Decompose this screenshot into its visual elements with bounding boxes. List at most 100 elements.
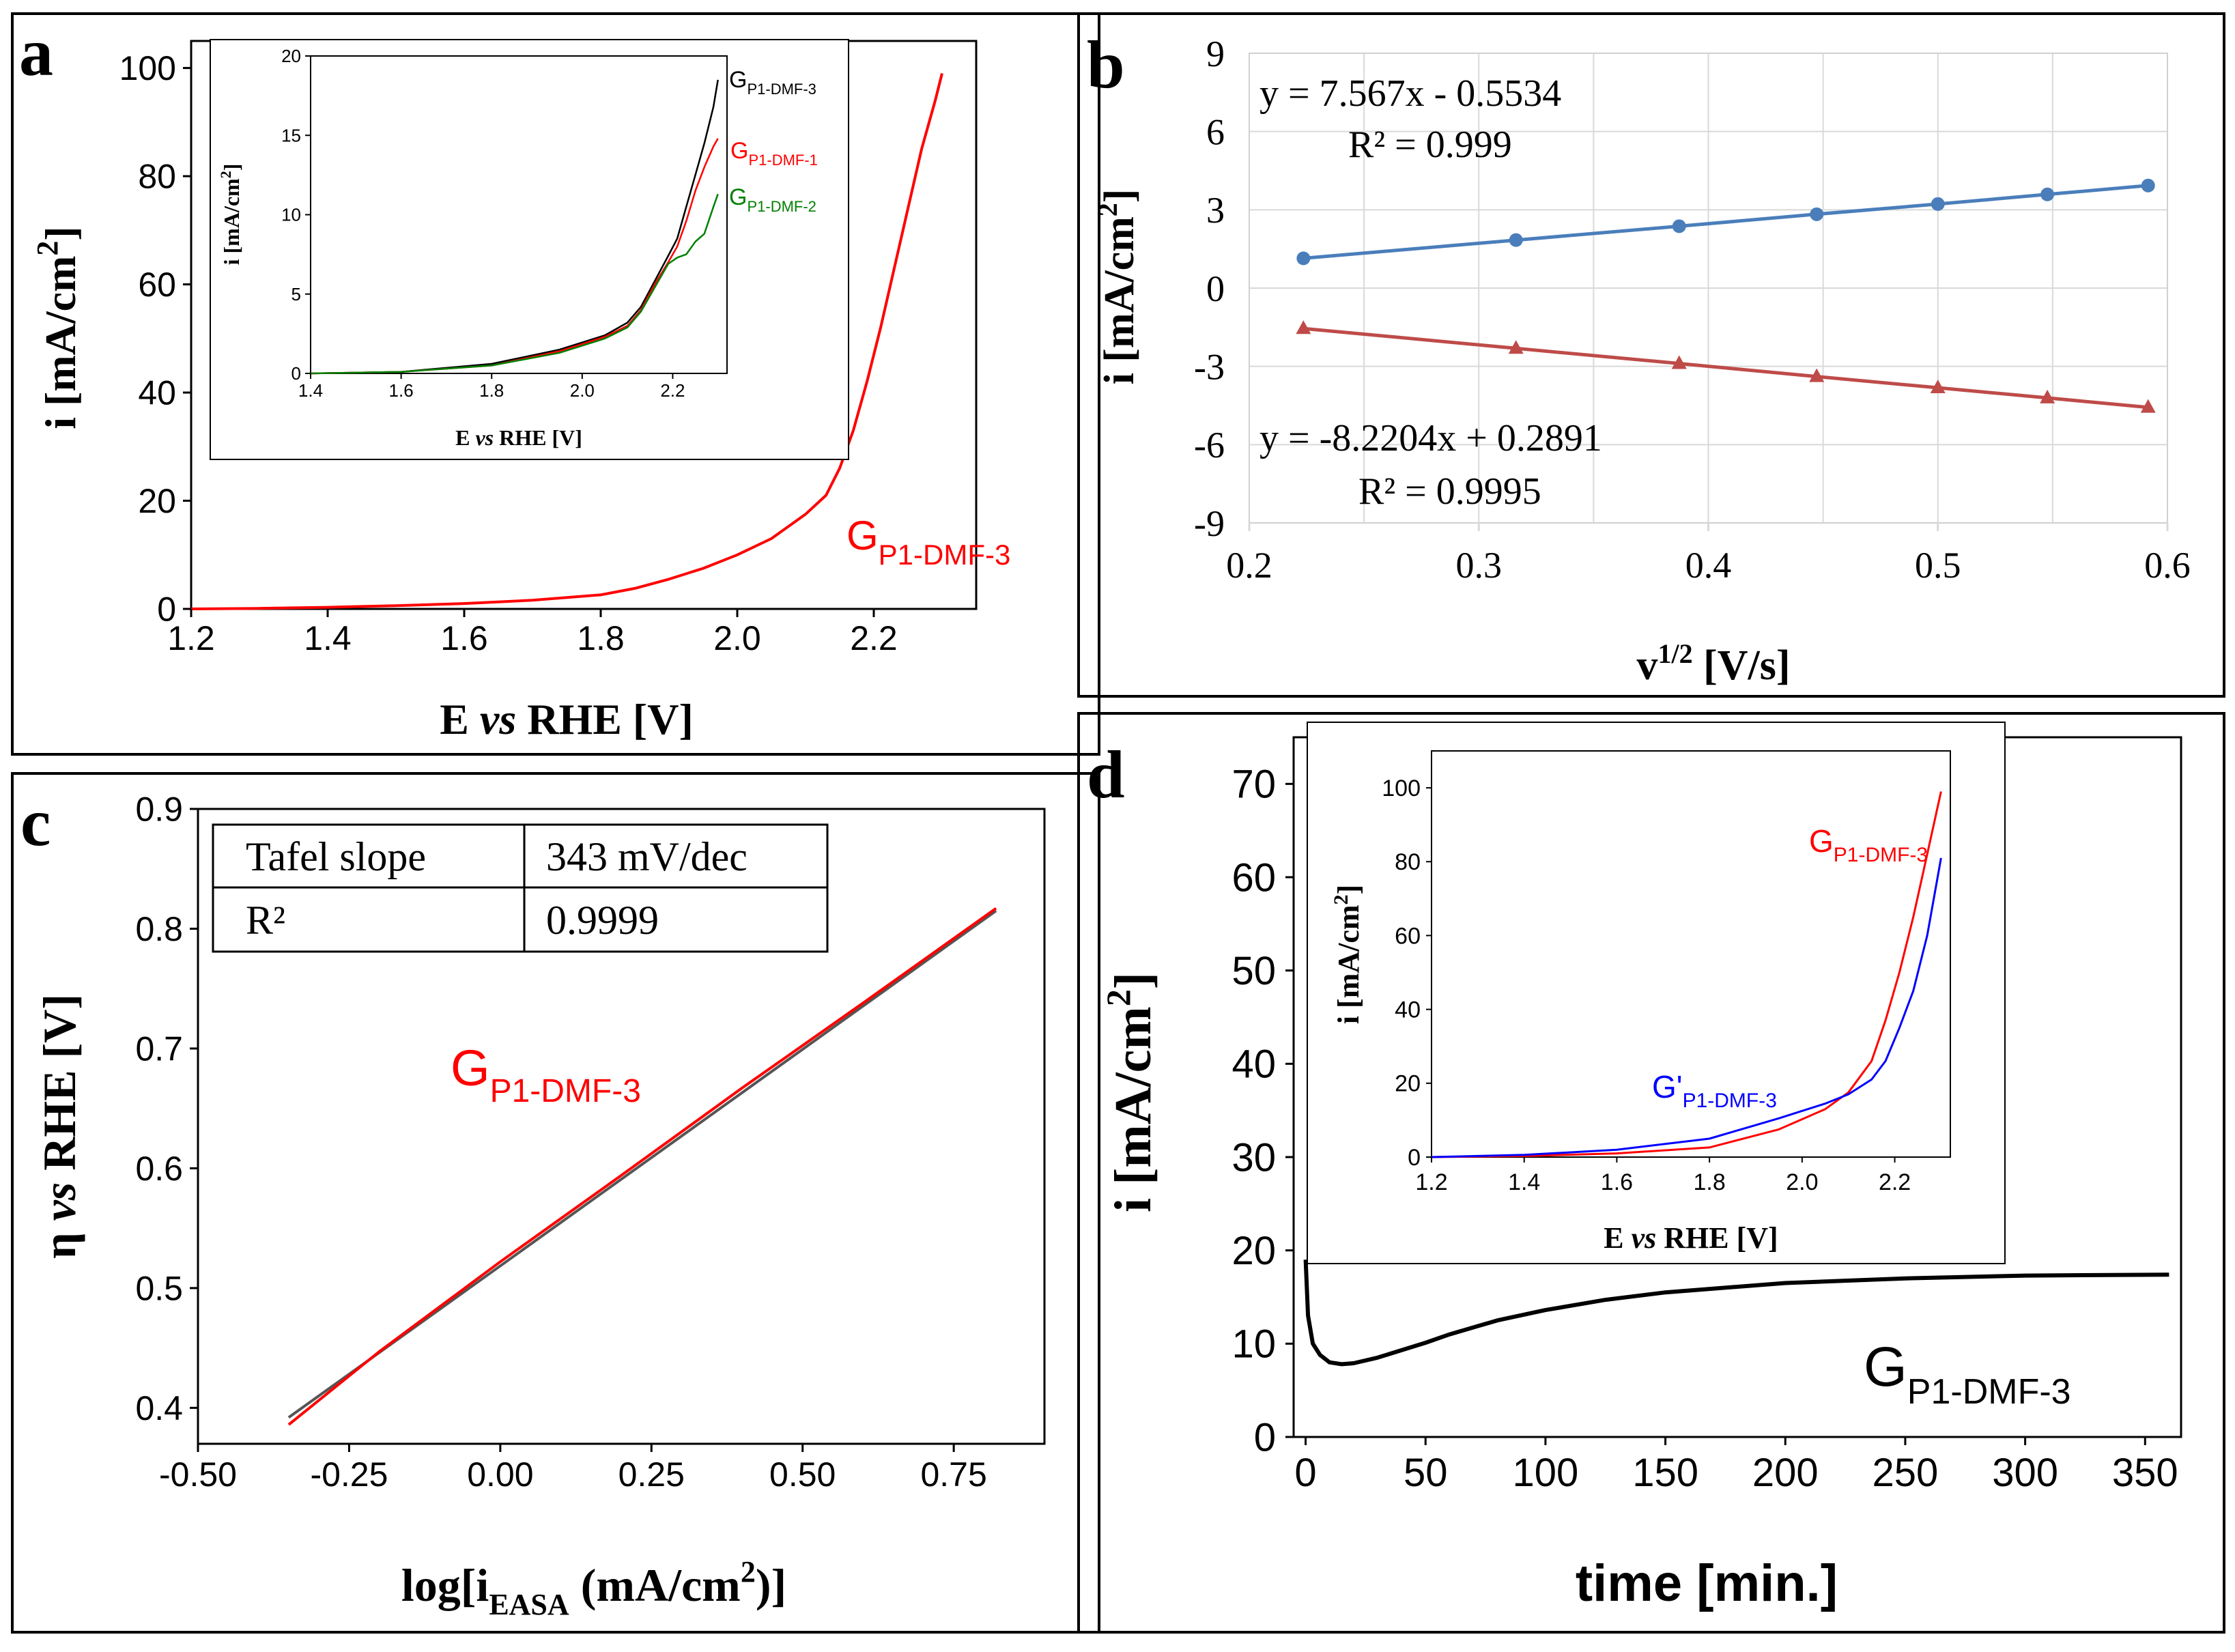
di-ticks-xtick-label-5: 2.2 bbox=[1879, 1169, 1911, 1195]
panel-d-border bbox=[1077, 712, 2225, 1634]
c-ticks-ytick-label-5: 0.9 bbox=[135, 791, 183, 829]
d-ticks-xtick-label-7: 350 bbox=[2112, 1451, 2178, 1495]
c-ticks-ytick-label-3: 0.7 bbox=[135, 1029, 183, 1068]
d-ticks-ytick-label-1: 10 bbox=[1232, 1322, 1276, 1367]
panel-b-border bbox=[1077, 12, 2225, 698]
c-ticks-ytick-label-4: 0.8 bbox=[135, 910, 183, 948]
d-ticks-ytick-label-4: 40 bbox=[1232, 1042, 1276, 1087]
ai-ticks-xtick-label-3: 2.0 bbox=[570, 380, 595, 401]
c-ticks-ytick-label-0: 0.4 bbox=[135, 1389, 183, 1427]
panel-b-series bbox=[1296, 178, 2156, 413]
c-ticks-ytick-label-2: 0.6 bbox=[135, 1150, 183, 1188]
a-series-line-0 bbox=[190, 73, 943, 610]
a-ticks-xtick-label-5: 2.2 bbox=[850, 619, 898, 657]
d-ticks-xtick-label-2: 100 bbox=[1513, 1451, 1579, 1495]
d-ticks-xtick-label-0: 0 bbox=[1294, 1451, 1316, 1495]
d-ticks-xtick-label-6: 300 bbox=[1992, 1451, 2058, 1495]
b-series-point-1-3 bbox=[1809, 368, 1825, 382]
c-ticks-xtick-label-2: 0.00 bbox=[467, 1455, 533, 1494]
panel-a-series-label-sub: P1-DMF-3 bbox=[879, 539, 1011, 571]
b-ticks-ytick-label-0: -9 bbox=[1194, 503, 1225, 544]
di-ticks-xtick-label-0: 1.2 bbox=[1415, 1169, 1447, 1195]
panel-a-inset-ticks: 1.4 1.6 1.8 2.0 2.2 0 5 10 15 20 bbox=[281, 46, 685, 401]
ai-ticks-xtick-label-0: 1.4 bbox=[298, 380, 323, 401]
ai-ticks-xtick-label-2: 1.8 bbox=[479, 380, 504, 401]
b-series-point-0-1 bbox=[1509, 233, 1523, 247]
b-ticks-xtick-label-4: 0.6 bbox=[2144, 545, 2191, 586]
panel-b-letter: b bbox=[1087, 27, 1125, 102]
a-ticks-ytick-label-4: 80 bbox=[138, 158, 176, 196]
b-ticks-xtick-label-2: 0.4 bbox=[1685, 545, 1732, 586]
ai-ticks-ytick-label-4: 20 bbox=[281, 46, 301, 66]
panel-a-inset-series bbox=[310, 79, 719, 375]
di-ticks-xtick-label-3: 1.8 bbox=[1694, 1169, 1726, 1195]
di-ticks-ytick-label-1: 20 bbox=[1395, 1071, 1421, 1097]
panel-a-series bbox=[190, 73, 943, 610]
a-ticks-xtick-label-3: 1.8 bbox=[577, 619, 625, 657]
c-series-line-1 bbox=[287, 907, 997, 1426]
ai-ticks-ytick-label-1: 5 bbox=[291, 284, 301, 304]
di-series-line-0 bbox=[1431, 791, 1942, 1158]
panel-a-ylabel: i [mA/cm2] bbox=[31, 226, 85, 429]
ai-ticks-ytick-label-3: 15 bbox=[281, 125, 301, 145]
d-ticks-xtick-label-5: 250 bbox=[1873, 1451, 1939, 1495]
inset-d-xlabel: E vs RHE [V] bbox=[1604, 1221, 1778, 1255]
tafel-table-label-1: Tafel slope bbox=[246, 834, 426, 879]
c-ticks-xtick-label-1: -0.25 bbox=[310, 1455, 388, 1494]
ai-ticks-xtick-label-4: 2.2 bbox=[660, 380, 685, 401]
ai-ticks-xtick-label-1: 1.6 bbox=[389, 380, 414, 401]
inset-a-label-1: GP1-DMF-3 bbox=[729, 67, 816, 98]
ai-ticks-ytick-label-2: 10 bbox=[281, 205, 301, 225]
c-ticks-ytick-label-1: 0.5 bbox=[135, 1269, 183, 1307]
di-ticks-xtick-label-2: 1.6 bbox=[1601, 1169, 1633, 1195]
a-ticks-ytick-label-3: 60 bbox=[138, 266, 176, 304]
panel-d-inset-series bbox=[1431, 791, 1942, 1158]
a-ticks-xtick-label-4: 2.0 bbox=[713, 619, 761, 657]
di-ticks-ytick-label-3: 60 bbox=[1395, 923, 1421, 949]
panel-c-letter: c bbox=[20, 784, 51, 860]
panel-b-r2-1: R² = 0.999 bbox=[1348, 124, 1512, 166]
b-series-point-0-2 bbox=[1672, 219, 1686, 233]
panel-b-ticks: 0.2 0.3 0.4 0.5 0.6 -9 -6 -3 0 3 6 9 bbox=[1194, 33, 2191, 586]
b-ticks-ytick-label-4: 3 bbox=[1206, 190, 1225, 231]
panel-d-xlabel: time [min.] bbox=[1576, 1554, 1838, 1612]
a-ticks-xtick-label-1: 1.4 bbox=[304, 619, 352, 657]
panel-b-r2-2: R² = 0.9995 bbox=[1358, 470, 1541, 513]
b-series-line-0 bbox=[1303, 184, 2149, 260]
b-series-point-0-5 bbox=[2040, 187, 2055, 201]
inset-d-label-2: G'P1-DMF-3 bbox=[1652, 1069, 1777, 1112]
d-ticks-ytick-label-7: 70 bbox=[1232, 763, 1276, 807]
b-series-point-0-0 bbox=[1296, 251, 1311, 266]
panel-d-ylabel: i [mA/cm2] bbox=[1099, 972, 1162, 1212]
b-series-point-1-2 bbox=[1671, 355, 1687, 369]
b-series-point-1-6 bbox=[2140, 399, 2156, 413]
panel-c-series bbox=[287, 907, 997, 1426]
c-ticks-xtick-label-5: 0.75 bbox=[920, 1455, 986, 1494]
panel-a-border bbox=[11, 12, 1100, 756]
panel-d-series-label: GP1-DMF-3 bbox=[1864, 1336, 2071, 1412]
panel-a-series-label: GP1-DMF-3 bbox=[846, 513, 1010, 571]
panel-a-inset-frame bbox=[210, 39, 849, 460]
panel-a-series-label-main: G bbox=[846, 513, 879, 558]
inset-a-ylabel: i [mA/cm2] bbox=[217, 164, 244, 266]
b-ticks-xtick-label-0: 0.2 bbox=[1226, 545, 1272, 586]
di-ticks-xtick-label-4: 2.0 bbox=[1786, 1169, 1818, 1195]
d-ticks-xtick-label-4: 200 bbox=[1752, 1451, 1819, 1495]
d-ticks-ytick-label-3: 30 bbox=[1232, 1135, 1276, 1180]
panel-c-xlabel: log[iEASA (mA/cm2)] bbox=[401, 1555, 786, 1621]
di-ticks-ytick-label-0: 0 bbox=[1408, 1145, 1421, 1171]
a-ticks-ytick-label-1: 20 bbox=[138, 482, 176, 520]
ai-ticks-ytick-label-0: 0 bbox=[291, 363, 301, 384]
b-series-point-1-5 bbox=[2040, 389, 2055, 403]
b-series-point-1-1 bbox=[1508, 340, 1524, 354]
panel-b-equation-2: y = -8.2204x + 0.2891 bbox=[1259, 417, 1602, 459]
panel-c-ticks: -0.50 -0.25 0.00 0.25 0.50 0.75 0.4 0.5 0.6 0.7 0.… bbox=[135, 791, 986, 1494]
panel-c-border bbox=[11, 772, 1100, 1634]
b-series-point-1-0 bbox=[1296, 320, 1311, 334]
b-ticks-xtick-label-1: 0.3 bbox=[1456, 545, 1503, 586]
b-ticks-ytick-label-2: -3 bbox=[1194, 347, 1225, 388]
inset-d-label-1: GP1-DMF-3 bbox=[1809, 823, 1928, 866]
a-ticks-ytick-label-2: 40 bbox=[138, 374, 176, 412]
a-ticks-ytick-label-5: 100 bbox=[119, 49, 176, 87]
